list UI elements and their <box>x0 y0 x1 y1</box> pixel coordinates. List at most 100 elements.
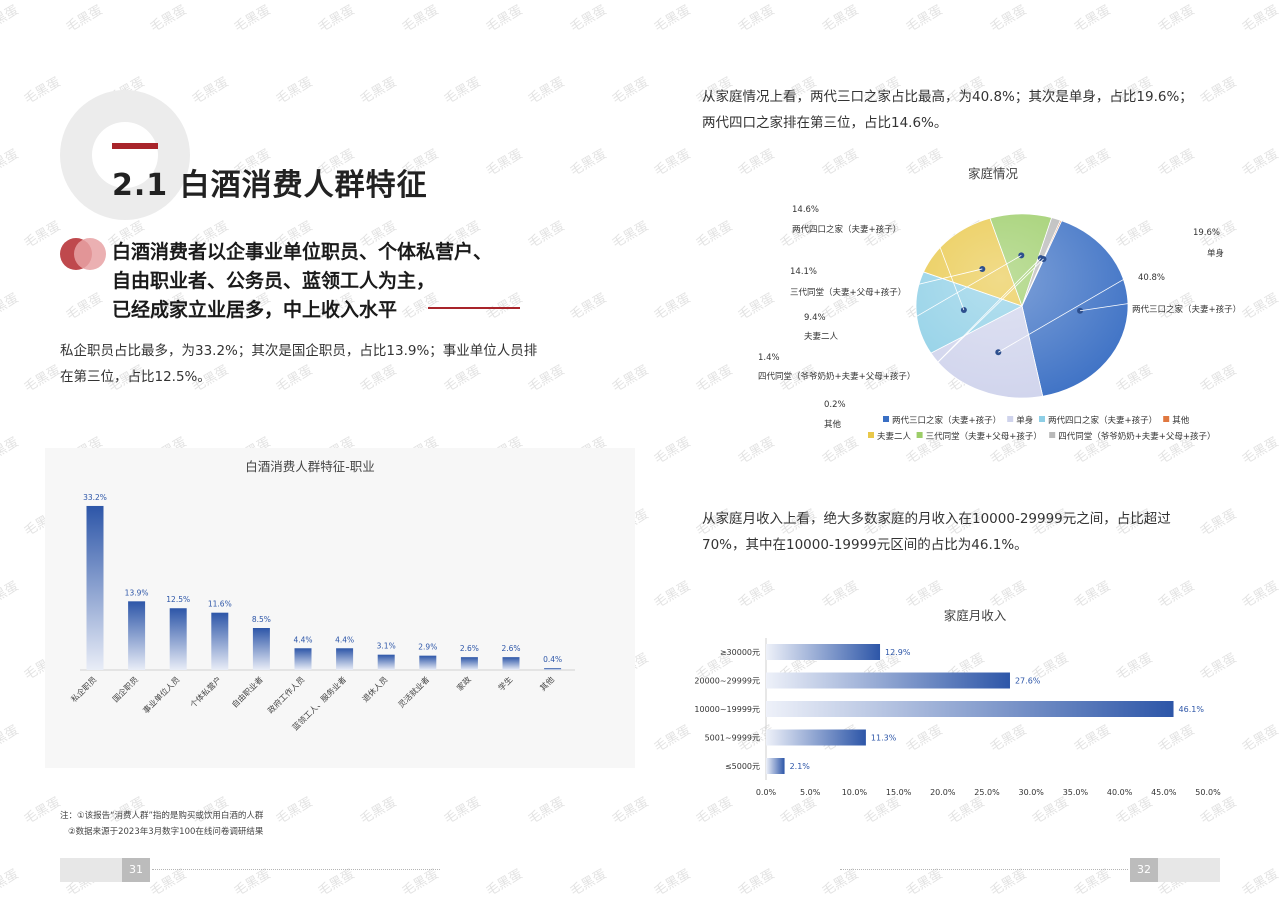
slice-percent-label: 14.6% <box>792 205 819 215</box>
data-label: 2.6% <box>460 644 479 653</box>
occupation-paragraph: 私企职员占比最多，为33.2%；其次是国企职员，占比13.9%；事业单位人员排 … <box>60 338 600 390</box>
data-label: 46.1% <box>1179 705 1205 714</box>
category-label: 学生 <box>496 674 514 692</box>
legend-swatch <box>883 416 889 422</box>
category-label: 5001~9999元 <box>705 734 760 743</box>
footer-bar <box>60 858 122 882</box>
legend-label: 两代四口之家（夫妻+孩子） <box>1048 415 1157 426</box>
leader-line <box>931 225 965 311</box>
category-label: 灵活就业者 <box>396 674 431 709</box>
bar <box>766 729 866 746</box>
x-tick-label: 45.0% <box>1151 788 1177 797</box>
income-paragraph: 从家庭月收入上看，绝大多数家庭的月收入在10000-29999元之间，占比超过 … <box>702 506 1262 558</box>
category-label: 国企职员 <box>110 674 140 704</box>
chart-title: 家庭月收入 <box>944 608 1007 623</box>
data-label: 0.4% <box>543 655 562 664</box>
bar <box>766 758 785 774</box>
data-label: 4.4% <box>335 635 354 644</box>
income-bar-chart: 家庭月收入 12.9% ≥30000元 27.6% 20000~29999元 46.1% 1… <box>694 608 1221 797</box>
slice-percent-label: 14.1% <box>790 267 817 277</box>
bar <box>252 628 270 670</box>
slice-percent-label: 1.4% <box>758 353 780 363</box>
leader-line <box>1079 302 1133 312</box>
x-tick-label: 50.0% <box>1195 788 1221 797</box>
footer-dotted-line <box>840 869 1128 870</box>
category-label: 20000~29999元 <box>694 677 760 686</box>
paragraph-line: 70%，其中在10000-19999元区间的占比为46.1%。 <box>702 537 1028 553</box>
chart-title: 白酒消费人群特征-职业 <box>245 459 375 474</box>
category-label: 退休人员 <box>360 674 390 704</box>
bar <box>128 601 146 670</box>
leader-line <box>927 258 1044 373</box>
family-pie-chart: 家庭情况 40.8% 两代三口之家（夫妻+孩子） 19.6% 单身 14.6% 两代四口之家… <box>758 166 1241 442</box>
left-page: 2.1 白酒消费人群特征 白酒消费者以企事业单位职员、个体私营户、 自由职业者、… <box>60 90 600 882</box>
x-tick-label: 0.0% <box>756 788 777 797</box>
slice-name-label: 两代三口之家（夫妻+孩子） <box>1132 304 1241 315</box>
occupation-bar-chart: 白酒消费人群特征-职业 33.2% 私企职员 13.9% 国企职员 12.5% 事业单位人员… <box>69 459 575 732</box>
x-tick-label: 20.0% <box>930 788 956 797</box>
slice-name-label: 两代四口之家（夫妻+孩子） <box>792 224 901 235</box>
leader-line <box>998 241 1189 353</box>
bar <box>460 657 478 670</box>
data-label: 3.1% <box>377 642 396 651</box>
bar <box>419 655 437 670</box>
x-tick-label: 40.0% <box>1107 788 1133 797</box>
bar <box>294 648 312 670</box>
paragraph-line: 从家庭月收入上看，绝大多数家庭的月收入在10000-29999元之间，占比超过 <box>702 511 1171 527</box>
bullet-dot-pink <box>74 238 106 270</box>
data-label: 2.1% <box>790 762 811 771</box>
data-label: 2.9% <box>418 643 437 652</box>
section-title: 2.1 白酒消费人群特征 <box>112 168 428 203</box>
category-label: 家政 <box>454 674 472 692</box>
x-tick-label: 35.0% <box>1063 788 1089 797</box>
data-label: 11.3% <box>871 734 897 743</box>
slice-name-label: 夫妻二人 <box>804 331 839 342</box>
data-label: 11.6% <box>208 600 232 609</box>
leader-line <box>927 257 1042 373</box>
leader-line <box>894 268 983 291</box>
data-label: 33.2% <box>83 493 107 502</box>
x-tick-label: 10.0% <box>842 788 868 797</box>
leader-dot <box>1018 252 1025 259</box>
subheading-line: 白酒消费者以企事业单位职员、个体私营户、 <box>112 241 493 263</box>
bar <box>377 654 395 670</box>
paragraph-line: 私企职员占比最多，为33.2%；其次是国企职员，占比13.9%；事业单位人员排 <box>60 343 538 359</box>
bar <box>169 608 187 670</box>
decorative-circle-inner <box>92 122 158 188</box>
bar <box>502 657 520 670</box>
category-label: 事业单位人员 <box>141 674 182 715</box>
subheading: 白酒消费者以企事业单位职员、个体私营户、 自由职业者、公务员、蓝领工人为主， 已… <box>112 238 492 325</box>
bar <box>211 612 229 670</box>
legend-swatch <box>1163 416 1170 422</box>
legend-label: 三代同堂（夫妻+父母+孩子） <box>926 431 1042 442</box>
bar <box>544 668 562 670</box>
legend-label: 两代三口之家（夫妻+孩子） <box>892 415 1001 426</box>
bar <box>336 648 354 670</box>
data-label: 12.9% <box>885 648 911 657</box>
category-label: 私企职员 <box>69 674 99 704</box>
footnote-2: ②数据来源于2023年3月数字100在线问卷调研结果 <box>68 827 264 837</box>
category-label: 个体私营户 <box>188 674 223 709</box>
bar <box>766 672 1010 689</box>
footnotes: 注：①该报告“消费人群”指的是购买或饮用白酒的人群 ②数据来源于2023年3月数… <box>60 808 263 840</box>
data-label: 2.6% <box>501 644 520 653</box>
subheading-line: 自由职业者、公务员、蓝领工人为主， <box>112 270 436 292</box>
footer-bar <box>1158 858 1220 882</box>
subheading-line: 已经成家立业居多，中上收入水平 <box>112 299 398 321</box>
x-tick-label: 25.0% <box>974 788 1000 797</box>
data-label: 8.5% <box>252 615 271 624</box>
page-number: 32 <box>1130 858 1158 882</box>
legend-label: 单身 <box>1016 415 1033 426</box>
x-tick-label: 15.0% <box>886 788 912 797</box>
paragraph-line: 在第三位，占比12.5%。 <box>60 369 211 385</box>
category-label: ≤5000元 <box>725 762 760 771</box>
x-tick-label: 5.0% <box>800 788 821 797</box>
x-tick-label: 30.0% <box>1018 788 1044 797</box>
subheading-accent-line <box>428 307 520 309</box>
family-paragraph: 从家庭情况上看，两代三口之家占比最高，为40.8%；其次是单身，占比19.6%；… <box>702 84 1262 136</box>
slice-name-label: 四代同堂（爷爷奶奶+夫妻+父母+孩子） <box>758 371 915 382</box>
data-label: 27.6% <box>1015 677 1041 686</box>
pie-highlight <box>916 214 1128 398</box>
data-label: 13.9% <box>125 588 149 597</box>
legend-swatch <box>1039 416 1045 422</box>
